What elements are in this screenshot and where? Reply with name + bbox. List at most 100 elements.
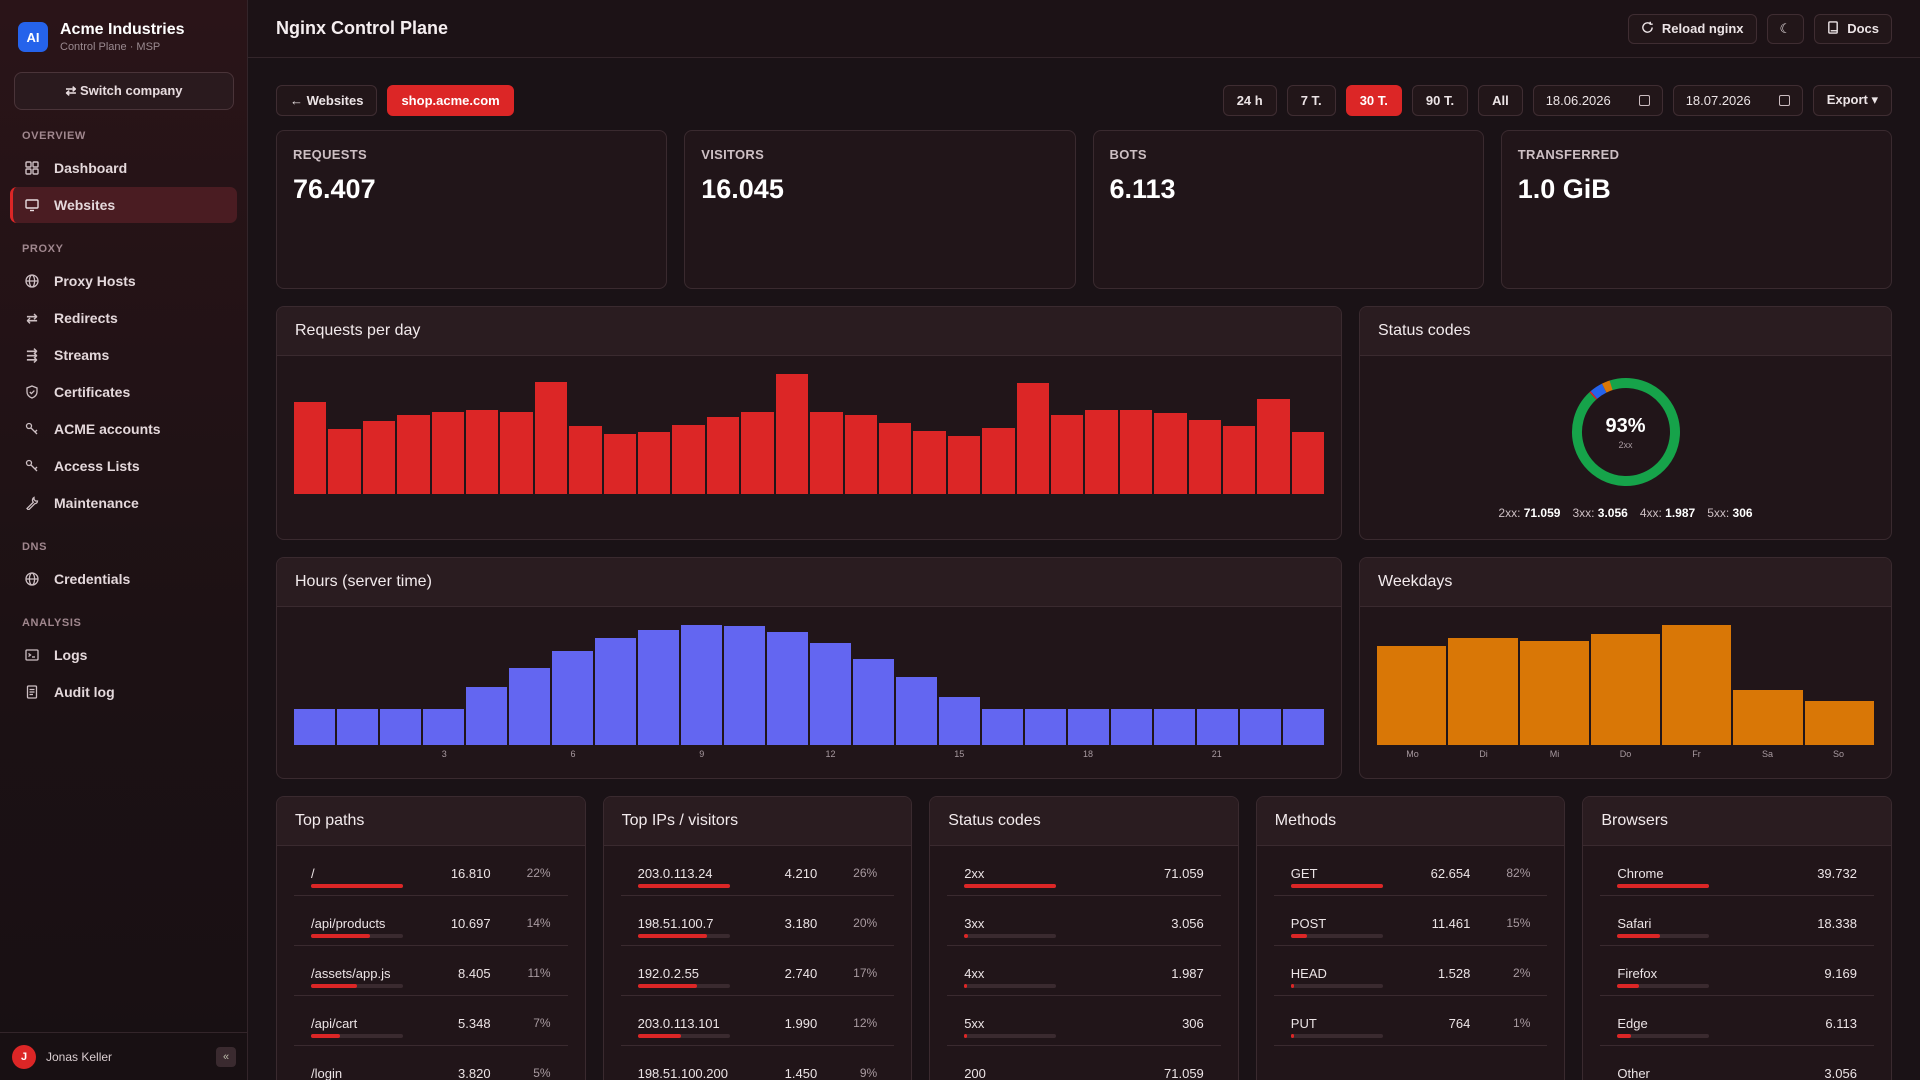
requests-bar[interactable] bbox=[844, 415, 877, 494]
hour-bar[interactable] bbox=[1197, 709, 1238, 745]
site-chip[interactable]: shop.acme.com bbox=[387, 84, 514, 116]
sidebar-item-redirects[interactable]: ⇄ Redirects bbox=[10, 300, 237, 336]
requests-bar[interactable] bbox=[775, 374, 809, 494]
reload-nginx-button[interactable]: Reload nginx bbox=[1627, 13, 1757, 44]
hour-bar[interactable] bbox=[509, 668, 550, 745]
hour-bar[interactable] bbox=[1154, 709, 1195, 745]
range-90d-button[interactable]: 90 T. bbox=[1411, 84, 1469, 116]
requests-bar[interactable] bbox=[328, 429, 361, 494]
requests-bar[interactable] bbox=[294, 402, 327, 494]
requests-bar[interactable] bbox=[810, 411, 843, 494]
requests-bar[interactable] bbox=[741, 411, 774, 494]
table-row[interactable]: 5xx 306 bbox=[947, 996, 1221, 1046]
hour-bar[interactable] bbox=[1240, 709, 1281, 745]
requests-bar[interactable] bbox=[431, 411, 465, 494]
range-7d-button[interactable]: 7 T. bbox=[1286, 84, 1336, 116]
hour-bar[interactable] bbox=[380, 709, 421, 745]
table-row[interactable]: 200 71.059 bbox=[947, 1046, 1221, 1080]
weekday-bar[interactable] bbox=[1662, 625, 1732, 745]
hour-bar[interactable] bbox=[595, 638, 636, 745]
table-row[interactable]: Firefox 9.169 bbox=[1600, 946, 1874, 996]
sidebar-item-streams[interactable]: ⇶ Streams bbox=[10, 337, 237, 373]
hour-bar[interactable] bbox=[767, 632, 808, 745]
hour-bar[interactable] bbox=[896, 676, 937, 745]
requests-bar[interactable] bbox=[878, 422, 912, 494]
sidebar-item-proxy-hosts[interactable]: Proxy Hosts bbox=[10, 263, 237, 299]
weekday-bar[interactable] bbox=[1377, 645, 1447, 745]
requests-bar[interactable] bbox=[913, 430, 946, 494]
table-row[interactable]: 203.0.113.101 1.990 12% bbox=[620, 996, 895, 1046]
hour-bar[interactable] bbox=[1111, 709, 1152, 745]
hour-bar[interactable] bbox=[1068, 709, 1109, 745]
hour-bar[interactable] bbox=[294, 709, 335, 745]
table-row[interactable]: /api/cart 5.348 7% bbox=[294, 996, 568, 1046]
requests-bar[interactable] bbox=[500, 411, 533, 494]
sidebar-item-dashboard[interactable]: Dashboard bbox=[10, 150, 237, 186]
sidebar-item-acme-accounts[interactable]: ACME accounts bbox=[10, 411, 237, 447]
requests-bar[interactable] bbox=[1119, 410, 1153, 494]
requests-bar[interactable] bbox=[569, 426, 602, 494]
requests-bar[interactable] bbox=[362, 421, 396, 494]
hour-bar[interactable] bbox=[853, 658, 894, 745]
requests-bar[interactable] bbox=[1085, 410, 1118, 494]
calendar-icon[interactable] bbox=[1778, 94, 1790, 106]
range-all-button[interactable]: All bbox=[1478, 84, 1523, 116]
weekday-bar[interactable] bbox=[1519, 640, 1589, 745]
table-row[interactable]: /api/products 10.697 14% bbox=[294, 896, 568, 946]
hour-bar[interactable] bbox=[337, 709, 378, 745]
table-row[interactable]: Other 3.056 bbox=[1600, 1046, 1874, 1080]
hour-bar[interactable] bbox=[1025, 709, 1066, 745]
weekday-bar[interactable] bbox=[1733, 690, 1803, 745]
hour-bar[interactable] bbox=[939, 697, 980, 745]
hour-bar[interactable] bbox=[724, 626, 765, 745]
table-row[interactable]: Chrome 39.732 bbox=[1600, 846, 1874, 896]
date-to-input[interactable]: 18.07.2026 bbox=[1672, 84, 1803, 116]
table-row[interactable]: Edge 6.113 bbox=[1600, 996, 1874, 1046]
table-row[interactable]: 198.51.100.7 3.180 20% bbox=[620, 896, 895, 946]
donut-slice-4xx[interactable] bbox=[1570, 376, 1682, 488]
requests-bar[interactable] bbox=[982, 427, 1015, 494]
table-row[interactable]: / 16.810 22% bbox=[294, 846, 568, 896]
hour-bar[interactable] bbox=[638, 629, 679, 745]
weekday-bar[interactable] bbox=[1448, 638, 1518, 745]
table-row[interactable]: 2xx 71.059 bbox=[947, 846, 1221, 896]
requests-bar[interactable] bbox=[397, 415, 430, 494]
switch-company-button[interactable]: ⇄ Switch company bbox=[14, 72, 234, 110]
avatar[interactable]: J bbox=[12, 1044, 36, 1069]
hour-bar[interactable] bbox=[810, 643, 851, 745]
table-row[interactable]: 4xx 1.987 bbox=[947, 946, 1221, 996]
table-row[interactable]: PUT 764 1% bbox=[1273, 996, 1548, 1046]
hour-bar[interactable] bbox=[552, 651, 593, 745]
requests-bar[interactable] bbox=[1154, 413, 1187, 494]
range-24h-button[interactable]: 24 h bbox=[1222, 84, 1277, 116]
sidebar-item-certificates[interactable]: Certificates bbox=[10, 374, 237, 410]
requests-bar[interactable] bbox=[947, 435, 981, 494]
requests-bar[interactable] bbox=[1188, 419, 1221, 494]
sidebar-item-websites[interactable]: Websites bbox=[10, 187, 237, 223]
weekday-bar[interactable] bbox=[1804, 701, 1874, 745]
hour-bar[interactable] bbox=[1283, 709, 1324, 745]
table-row[interactable]: GET 62.654 82% bbox=[1273, 846, 1548, 896]
hour-bar[interactable] bbox=[466, 687, 507, 745]
table-row[interactable]: 3xx 3.056 bbox=[947, 896, 1221, 946]
hour-bar[interactable] bbox=[982, 709, 1023, 745]
requests-bar[interactable] bbox=[1222, 426, 1256, 494]
requests-bar[interactable] bbox=[1016, 383, 1049, 494]
export-dropdown-button[interactable]: Export ▾ bbox=[1812, 84, 1892, 116]
requests-bar[interactable] bbox=[1050, 415, 1084, 494]
date-from-input[interactable]: 18.06.2026 bbox=[1532, 84, 1663, 116]
hour-bar[interactable] bbox=[681, 625, 722, 745]
requests-bar[interactable] bbox=[1257, 399, 1290, 494]
table-row[interactable]: 192.0.2.55 2.740 17% bbox=[620, 946, 895, 996]
collapse-sidebar-button[interactable]: « bbox=[216, 1046, 236, 1067]
table-row[interactable]: Safari 18.338 bbox=[1600, 896, 1874, 946]
table-row[interactable]: /assets/app.js 8.405 11% bbox=[294, 946, 568, 996]
requests-bar[interactable] bbox=[603, 434, 637, 494]
table-row[interactable]: /login 3.820 5% bbox=[294, 1046, 568, 1080]
table-row[interactable]: 203.0.113.24 4.210 26% bbox=[620, 846, 895, 896]
hour-bar[interactable] bbox=[423, 709, 464, 745]
table-row[interactable]: POST 11.461 15% bbox=[1273, 896, 1548, 946]
requests-bar[interactable] bbox=[534, 381, 568, 494]
table-row[interactable]: 198.51.100.200 1.450 9% bbox=[621, 1046, 895, 1080]
calendar-icon[interactable] bbox=[1638, 94, 1650, 106]
